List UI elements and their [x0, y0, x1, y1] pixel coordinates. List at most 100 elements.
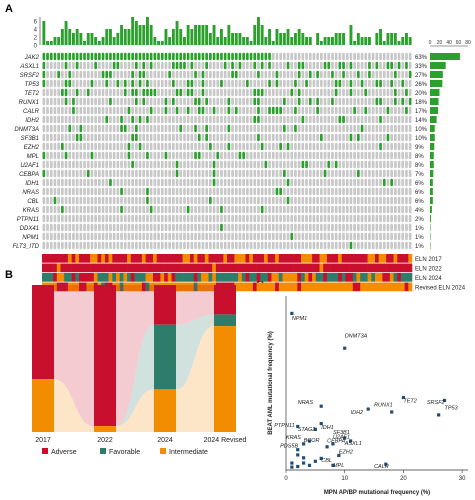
wildtype-cell: [101, 160, 105, 169]
wildtype-cell: [153, 151, 157, 160]
wildtype-cell: [142, 151, 146, 160]
wildtype-cell: [123, 133, 127, 142]
classification-cell: [308, 263, 313, 273]
wildtype-cell: [368, 133, 371, 142]
mutation-cell: [142, 97, 146, 106]
wildtype-cell: [120, 178, 123, 187]
wildtype-cell: [257, 196, 260, 205]
wildtype-cell: [223, 223, 227, 232]
wildtype-cell: [164, 115, 168, 124]
classification-cell: [186, 254, 191, 263]
wildtype-cell: [149, 241, 153, 250]
wildtype-cell: [246, 133, 249, 142]
gene-label: TET2: [24, 91, 39, 97]
gene-percent: 1%: [415, 235, 424, 241]
mutation-cell: [257, 70, 260, 79]
gene-frequency-bar: [430, 179, 433, 186]
wildtype-cell: [123, 70, 127, 79]
wildtype-cell: [94, 187, 97, 196]
classification-cell: [319, 254, 324, 263]
classification-cell: [352, 273, 357, 282]
wildtype-cell: [94, 223, 97, 232]
wildtype-cell: [53, 205, 57, 214]
classification-cell: [160, 254, 165, 263]
wildtype-cell: [371, 169, 375, 178]
wildtype-cell: [216, 97, 220, 106]
wildtype-cell: [286, 70, 290, 79]
wildtype-cell: [112, 169, 116, 178]
wildtype-cell: [220, 61, 223, 70]
wildtype-cell: [123, 151, 127, 160]
wildtype-cell: [379, 232, 382, 241]
top-bar: [353, 41, 357, 45]
wildtype-cell: [94, 88, 97, 97]
classification-cell: [367, 263, 372, 273]
wildtype-cell: [194, 205, 197, 214]
wildtype-cell: [179, 214, 183, 223]
wildtype-cell: [271, 124, 275, 133]
wildtype-cell: [46, 178, 49, 187]
wildtype-cell: [334, 142, 338, 151]
wildtype-cell: [349, 70, 353, 79]
wildtype-cell: [286, 124, 290, 133]
wildtype-cell: [53, 124, 57, 133]
wildtype-cell: [112, 133, 116, 142]
mutation-cell: [146, 115, 149, 124]
wildtype-cell: [46, 223, 49, 232]
classification-cell: [371, 254, 376, 263]
wildtype-cell: [382, 61, 386, 70]
wildtype-cell: [197, 214, 201, 223]
wildtype-cell: [349, 142, 353, 151]
wildtype-cell: [61, 214, 64, 223]
classification-cell: [127, 263, 132, 273]
wildtype-cell: [338, 106, 342, 115]
wildtype-cell: [268, 169, 271, 178]
wildtype-cell: [138, 151, 142, 160]
wildtype-cell: [183, 70, 186, 79]
wildtype-cell: [83, 241, 86, 250]
wildtype-cell: [271, 178, 275, 187]
wildtype-cell: [64, 241, 68, 250]
wildtype-cell: [320, 196, 323, 205]
mutation-cell: [116, 61, 120, 70]
classification-label: ELN 2022: [415, 267, 442, 273]
classification-cell: [182, 282, 187, 292]
wildtype-cell: [194, 232, 197, 241]
wildtype-cell: [401, 160, 405, 169]
mutation-cell: [308, 70, 312, 79]
wildtype-cell: [408, 115, 412, 124]
wildtype-cell: [290, 133, 294, 142]
wildtype-cell: [360, 178, 364, 187]
classification-cell: [275, 263, 280, 273]
wildtype-cell: [408, 61, 412, 70]
wildtype-cell: [323, 232, 327, 241]
wildtype-cell: [83, 106, 86, 115]
wildtype-cell: [334, 205, 338, 214]
wildtype-cell: [57, 232, 60, 241]
wildtype-cell: [112, 214, 116, 223]
wildtype-cell: [249, 79, 253, 88]
wildtype-cell: [327, 88, 331, 97]
classification-cell: [363, 254, 368, 263]
wildtype-cell: [364, 232, 368, 241]
wildtype-cell: [371, 214, 375, 223]
classification-cell: [60, 282, 65, 292]
wildtype-cell: [316, 52, 319, 61]
mutation-cell: [123, 79, 127, 88]
classification-cell: [186, 282, 191, 292]
top-bar: [379, 29, 382, 45]
wildtype-cell: [305, 187, 308, 196]
wildtype-cell: [334, 106, 338, 115]
wildtype-cell: [275, 52, 279, 61]
gene-percent: 33%: [415, 64, 428, 70]
wildtype-cell: [238, 178, 242, 187]
classification-cell: [60, 263, 65, 273]
wildtype-cell: [316, 124, 319, 133]
classification-cell: [219, 254, 224, 263]
mutation-cell: [79, 124, 83, 133]
wildtype-cell: [260, 70, 264, 79]
wildtype-cell: [286, 115, 290, 124]
mutation-cell: [94, 52, 97, 61]
legend-label: Favorable: [109, 449, 140, 456]
wildtype-cell: [342, 124, 345, 133]
